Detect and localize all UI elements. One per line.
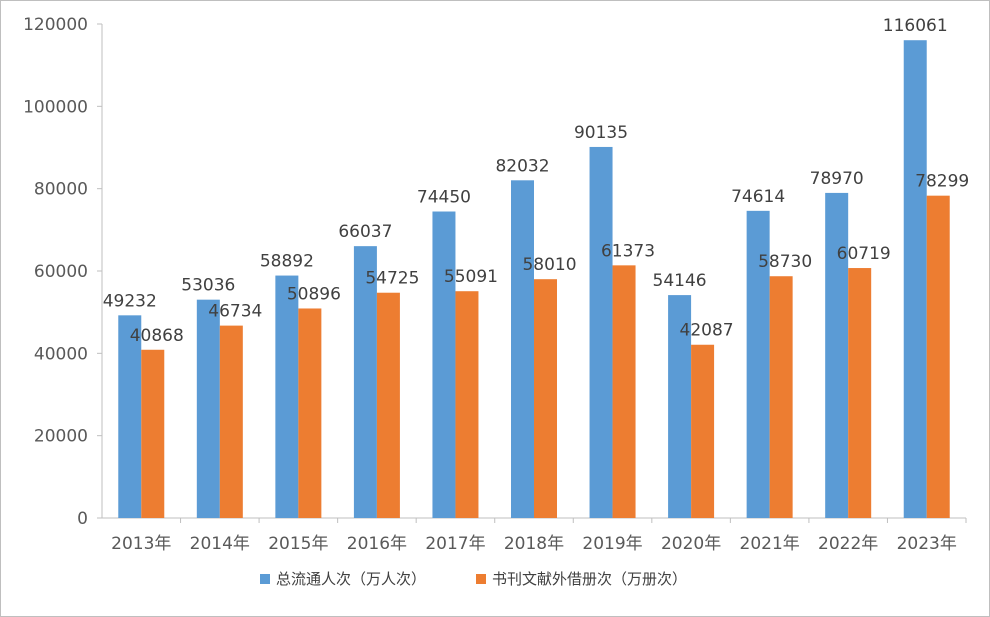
bar-series-2 (926, 195, 950, 518)
bar-series-1 (196, 299, 220, 518)
y-tick-label: 120000 (23, 15, 88, 35)
data-label-series-2: 46734 (208, 302, 262, 322)
bar-series-1 (746, 210, 770, 518)
bar-series-1 (589, 146, 613, 518)
data-label-series-1: 74614 (731, 187, 785, 207)
data-label-series-1: 49232 (103, 291, 157, 311)
data-label-series-1: 66037 (338, 222, 392, 242)
data-label-series-2: 40868 (130, 326, 184, 346)
bar-series-2 (298, 308, 322, 518)
bar-series-1 (668, 295, 692, 518)
bar-series-2 (691, 344, 715, 518)
x-tick-label: 2013年 (111, 534, 171, 554)
data-label-series-1: 74450 (417, 188, 471, 208)
y-tick-label: 20000 (34, 427, 88, 447)
bar-series-1 (825, 192, 849, 518)
bar-series-1 (275, 275, 299, 518)
bar-series-2 (769, 276, 793, 518)
y-tick-label: 80000 (34, 180, 88, 200)
data-label-series-1: 78970 (810, 169, 864, 189)
data-label-series-2: 60719 (837, 244, 891, 264)
bar-series-2 (534, 279, 557, 518)
bar-series-1 (118, 315, 142, 518)
y-tick-label: 0 (77, 509, 88, 529)
bar-series-2 (612, 265, 636, 518)
data-label-series-2: 61373 (601, 241, 655, 261)
data-label-series-1: 53036 (181, 276, 235, 296)
legend-label-series-2: 书刊文献外借册次（万册次） (492, 570, 687, 588)
legend-swatch-series-2 (476, 574, 486, 584)
data-label-series-2: 58010 (522, 255, 576, 275)
data-label-series-2: 50896 (287, 284, 341, 304)
legend-swatch-series-1 (260, 574, 270, 584)
y-tick-label: 60000 (34, 262, 88, 282)
bar-series-2 (141, 349, 165, 518)
bar-series-1 (432, 211, 456, 518)
x-tick-label: 2017年 (425, 534, 485, 554)
bar-series-2 (376, 292, 400, 518)
data-label-series-1: 90135 (574, 123, 628, 143)
x-tick-label: 2015年 (268, 534, 328, 554)
x-tick-label: 2023年 (897, 534, 957, 554)
data-label-series-1: 116061 (883, 16, 948, 36)
x-tick-label: 2022年 (818, 534, 878, 554)
bar-series-2 (455, 291, 479, 518)
data-label-series-2: 55091 (444, 267, 498, 287)
y-tick-label: 40000 (34, 344, 88, 364)
bar-series-2 (219, 325, 243, 518)
bar-series-1 (903, 40, 927, 519)
x-tick-label: 2019年 (582, 534, 642, 554)
data-label-series-2: 58730 (758, 252, 812, 272)
data-label-series-1: 54146 (653, 271, 707, 291)
bar-series-1 (511, 180, 534, 518)
data-label-series-2: 42087 (680, 321, 734, 341)
data-label-series-1: 58892 (260, 252, 314, 272)
bar-series-1 (353, 246, 377, 518)
bar-series-2 (848, 268, 872, 518)
y-tick-label: 100000 (23, 97, 88, 117)
x-tick-label: 2020年 (661, 534, 721, 554)
x-tick-label: 2014年 (190, 534, 250, 554)
data-label-series-1: 82032 (495, 156, 549, 176)
legend-label-series-1: 总流通人次（万人次） (276, 570, 426, 588)
data-label-series-2: 78299 (915, 172, 969, 192)
x-tick-label: 2021年 (740, 534, 800, 554)
x-tick-label: 2016年 (347, 534, 407, 554)
x-tick-label: 2018年 (504, 534, 564, 554)
data-label-series-2: 54725 (365, 269, 419, 289)
